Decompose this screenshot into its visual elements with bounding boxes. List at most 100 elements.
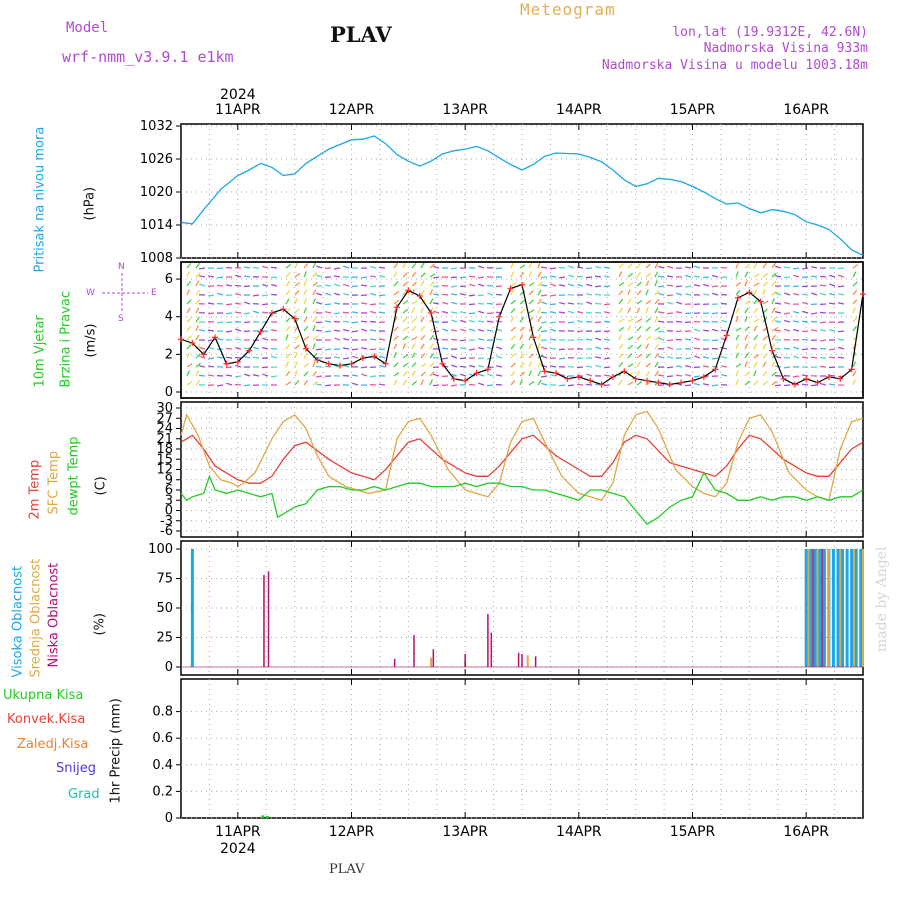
- wind-barb: [762, 281, 769, 287]
- wind-barb: [576, 266, 584, 269]
- wind-barb: [654, 336, 661, 341]
- wind-barb: [711, 384, 719, 387]
- wind-barb: [285, 353, 291, 359]
- wind-barb: [442, 365, 449, 368]
- wind-barb: [469, 283, 476, 287]
- wind-barb: [312, 271, 318, 278]
- wind-barb: [735, 334, 740, 341]
- wind-barb: [771, 298, 775, 305]
- wind-barb: [684, 338, 692, 341]
- cloud-bar-1: [816, 549, 819, 667]
- wind-barb: [429, 371, 435, 377]
- wind-barb: [393, 362, 399, 368]
- wind-barb: [618, 326, 625, 332]
- wind-barb: [657, 330, 665, 333]
- wind-barb: [675, 365, 683, 368]
- wind-barb: [537, 307, 542, 314]
- wind-barb: [801, 285, 809, 288]
- wind-barb: [225, 366, 233, 369]
- wind-barb: [618, 334, 623, 341]
- wind-barb: [541, 301, 548, 305]
- wind-barb: [429, 263, 435, 269]
- wind-barb: [852, 299, 858, 305]
- wind-barb: [537, 289, 542, 296]
- wind-barb: [735, 343, 739, 350]
- wind-barb: [478, 328, 485, 332]
- wind-barb: [819, 284, 827, 287]
- wind-barb: [603, 330, 611, 333]
- wind-barb: [450, 384, 458, 387]
- wind-barb: [519, 362, 525, 368]
- wind-barb: [393, 379, 398, 386]
- cloud-bar-0: [809, 549, 813, 667]
- y-tick-label: 1020: [140, 185, 173, 200]
- wind-barb: [753, 307, 759, 314]
- wind-barb: [783, 356, 791, 359]
- cloud-bar-1: [839, 549, 842, 667]
- wind-barb: [315, 365, 323, 368]
- wind-barb: [627, 298, 632, 305]
- wind-barb: [792, 285, 800, 288]
- wind-barb: [261, 294, 269, 297]
- y-tick-label: 100: [148, 542, 173, 557]
- wind-barb: [334, 283, 341, 287]
- wind-barb: [594, 275, 602, 278]
- wind-barb: [432, 276, 440, 279]
- wind-barb: [537, 316, 542, 323]
- wind-barb: [432, 293, 440, 296]
- wind-barb: [361, 373, 368, 377]
- wind-barb: [294, 370, 298, 377]
- wind-barb: [342, 311, 350, 314]
- wind-barb: [195, 280, 200, 287]
- wind-barb: [801, 374, 809, 377]
- wind-barb: [771, 371, 777, 377]
- wind-barb: [343, 337, 350, 341]
- wind-barb: [558, 311, 566, 314]
- wind-barb: [519, 309, 526, 314]
- wind-barb: [774, 320, 782, 323]
- wind-barb: [537, 271, 542, 278]
- wind-barb: [312, 308, 319, 314]
- wind-barb: [294, 361, 299, 368]
- wind-barb: [762, 343, 767, 350]
- wind-barb: [654, 326, 661, 332]
- wind-barb: [451, 355, 458, 359]
- wind-barb: [654, 307, 659, 314]
- wind-barb: [333, 356, 341, 359]
- wind-barb: [774, 329, 782, 332]
- wind-barb: [540, 375, 548, 378]
- wind-speed-marker: [178, 336, 184, 343]
- precip-legend-snow: Snijeg: [56, 761, 96, 776]
- wind-barb: [549, 267, 557, 270]
- wind-barb: [735, 316, 739, 323]
- wind-barb: [195, 353, 201, 359]
- top-year-label: 2024: [220, 87, 256, 103]
- wind-barb: [270, 293, 278, 296]
- wind-barb: [207, 312, 215, 315]
- wind-barb: [459, 357, 467, 360]
- wind-barb: [537, 281, 543, 287]
- wind-barb: [243, 384, 251, 387]
- top-date-label: 16APR: [783, 102, 829, 118]
- wind-barb: [576, 330, 584, 333]
- wind-barb: [379, 364, 386, 368]
- top-date-label: 15APR: [670, 102, 716, 118]
- wind-barb: [285, 381, 292, 386]
- wind-barb: [676, 311, 683, 314]
- wind-barb: [487, 292, 494, 296]
- wind-barb: [654, 316, 659, 323]
- wind-barb: [753, 334, 759, 341]
- wind-barb: [636, 290, 642, 296]
- wind-barb: [711, 285, 719, 288]
- temp-line-0: [180, 434, 864, 484]
- wind-barb: [711, 339, 719, 342]
- wind-speed-marker: [484, 366, 491, 373]
- wind-barb: [369, 329, 377, 332]
- wind-barb: [199, 365, 206, 368]
- cloud-bar-0: [190, 549, 194, 667]
- wind-barb: [801, 330, 809, 333]
- wind-barb: [312, 361, 316, 368]
- wind-barb: [402, 343, 407, 350]
- wind-barb: [627, 344, 634, 350]
- wind-barb: [694, 382, 701, 386]
